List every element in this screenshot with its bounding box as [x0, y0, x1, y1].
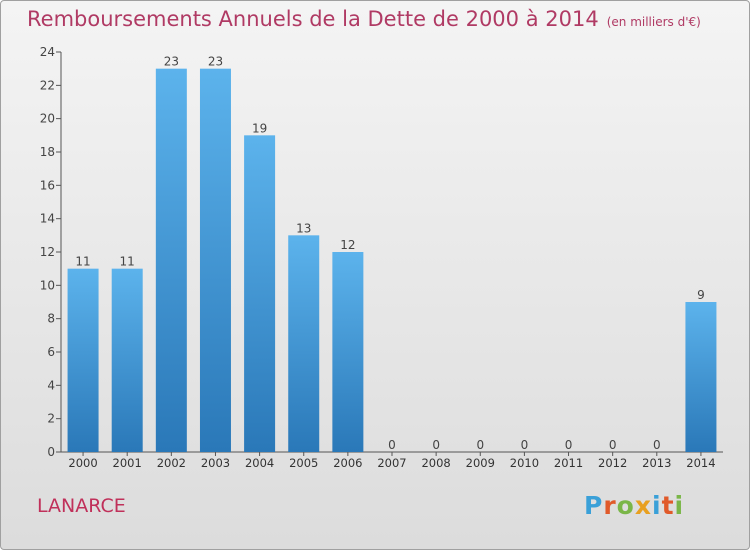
chart-title: Remboursements Annuels de la Dette de 20…: [27, 7, 701, 31]
chart-bars: [67, 68, 717, 453]
x-tick-label: 2008: [421, 456, 450, 470]
y-tick-label: 16: [40, 178, 55, 192]
x-tick-label: 2010: [510, 456, 539, 470]
bar: [155, 68, 187, 453]
data-label: 0: [521, 438, 529, 452]
logo-letter: i: [674, 491, 685, 520]
y-tick-label: 2: [47, 412, 55, 426]
data-label: 13: [296, 221, 311, 235]
logo-letter: i: [652, 491, 662, 520]
location-name: LANARCE: [37, 495, 126, 517]
data-label: 0: [653, 438, 661, 452]
x-tick-label: 2004: [245, 456, 274, 470]
data-label: 23: [208, 55, 223, 69]
y-tick-label: 10: [40, 278, 55, 292]
y-tick-label: 8: [47, 312, 55, 326]
y-tick-label: 12: [40, 245, 55, 259]
y-tick-label: 22: [40, 78, 55, 92]
y-tick-label: 18: [40, 145, 55, 159]
logo-letter: P: [584, 491, 604, 520]
chart-labels: 2000 11 2001 11 2002 23 2003 23 2004 19 2005 13 2006…: [68, 55, 715, 470]
logo-letter: r: [603, 491, 617, 520]
x-tick-label: 2000: [68, 456, 97, 470]
data-label: 0: [388, 438, 396, 452]
logo-letter: o: [616, 491, 635, 520]
chart-title-text: Remboursements Annuels de la Dette de 20…: [27, 7, 599, 31]
x-tick-label: 2012: [598, 456, 627, 470]
data-label: 11: [120, 255, 135, 269]
data-label: 19: [252, 121, 267, 135]
bar: [332, 252, 364, 452]
bar: [244, 135, 276, 453]
x-tick-label: 2009: [466, 456, 495, 470]
x-tick-label: 2005: [289, 456, 318, 470]
chart-subtitle: (en milliers d'€): [606, 15, 701, 29]
x-tick-label: 2003: [201, 456, 230, 470]
data-label: 0: [476, 438, 484, 452]
data-label: 0: [432, 438, 440, 452]
y-tick-label: 0: [47, 445, 55, 459]
data-label: 23: [164, 55, 179, 69]
x-tick-label: 2011: [554, 456, 583, 470]
y-tick-label: 14: [40, 212, 55, 226]
bar: [685, 302, 717, 452]
x-tick-label: 2014: [686, 456, 715, 470]
y-tick-label: 4: [47, 378, 55, 392]
x-tick-label: 2013: [642, 456, 671, 470]
x-tick-label: 2007: [377, 456, 406, 470]
data-label: 12: [340, 238, 355, 252]
y-tick-label: 20: [40, 112, 55, 126]
x-tick-label: 2002: [157, 456, 186, 470]
x-tick-label: 2006: [333, 456, 362, 470]
bar: [288, 235, 320, 452]
logo-letter: t: [661, 491, 675, 520]
logo-letter: x: [634, 491, 652, 520]
x-tick-label: 2001: [113, 456, 142, 470]
y-tick-label: 24: [40, 45, 55, 59]
data-label: 0: [565, 438, 573, 452]
data-label: 11: [75, 255, 90, 269]
data-label: 0: [609, 438, 617, 452]
bar: [199, 68, 231, 453]
data-label: 9: [697, 288, 705, 302]
proxiti-logo: Proxiti: [584, 491, 684, 520]
bar: [111, 268, 143, 452]
y-tick-label: 6: [47, 345, 55, 359]
bar: [67, 268, 99, 452]
